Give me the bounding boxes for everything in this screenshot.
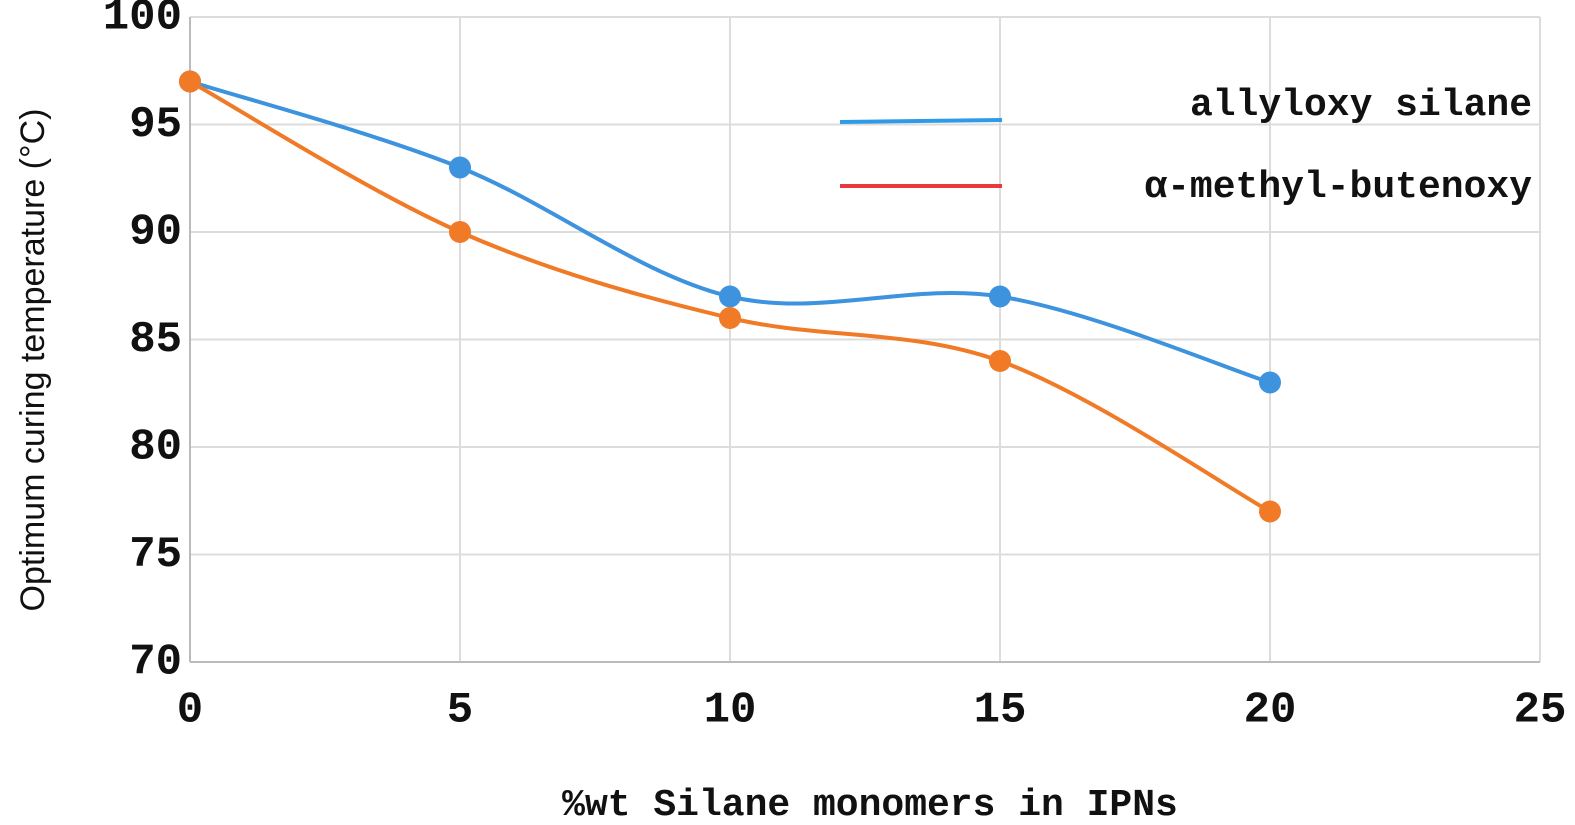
y-tick-label: 70 bbox=[129, 638, 182, 688]
data-point bbox=[719, 307, 741, 329]
x-tick-label: 25 bbox=[1514, 686, 1567, 736]
data-point bbox=[989, 350, 1011, 372]
y-tick-label: 100 bbox=[103, 0, 182, 43]
legend-swatch bbox=[839, 118, 1003, 124]
x-tick-label: 5 bbox=[447, 686, 473, 736]
legend-label: allyloxy silane bbox=[1190, 84, 1532, 127]
x-tick-label: 20 bbox=[1244, 686, 1297, 736]
x-tick-label: 0 bbox=[177, 686, 203, 736]
data-point bbox=[449, 221, 471, 243]
y-tick-label: 85 bbox=[129, 315, 182, 365]
data-point bbox=[449, 156, 471, 179]
data-point bbox=[179, 70, 201, 93]
x-axis-label: %wt Silane monomers in IPNs bbox=[562, 784, 1178, 825]
y-tick-label: 95 bbox=[129, 100, 182, 150]
data-point bbox=[1259, 500, 1281, 523]
x-tick-label: 15 bbox=[974, 686, 1027, 736]
x-tick-label: 10 bbox=[704, 686, 757, 736]
y-tick-label: 75 bbox=[129, 530, 182, 580]
y-tick-label: 90 bbox=[129, 208, 182, 258]
data-point bbox=[989, 285, 1011, 308]
legend-label: α-methyl-butenoxy bbox=[1144, 166, 1532, 209]
data-point bbox=[719, 285, 741, 308]
data-point bbox=[1259, 371, 1281, 394]
y-tick-label: 80 bbox=[129, 423, 182, 473]
y-axis-label: Optimum curing temperature (°C) bbox=[14, 109, 52, 612]
